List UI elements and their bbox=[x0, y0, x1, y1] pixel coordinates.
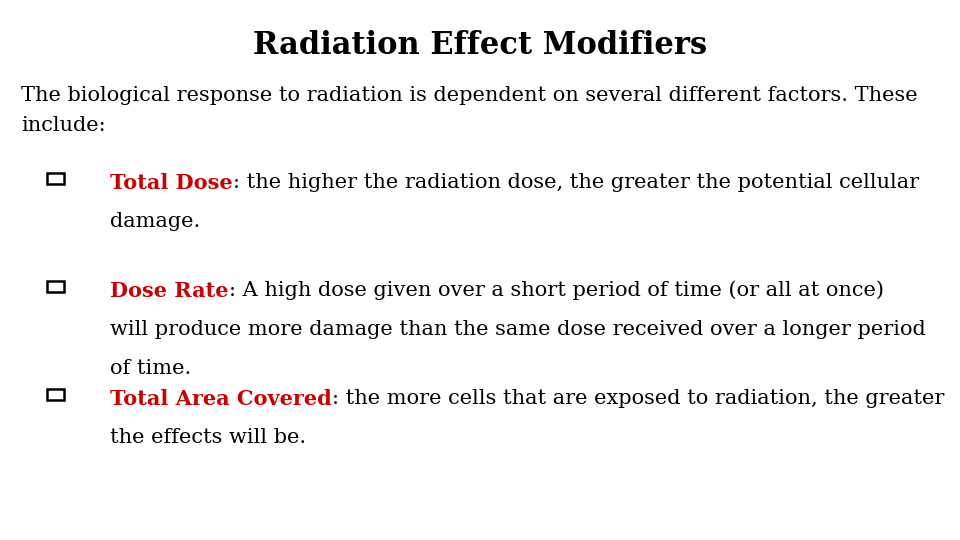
Text: : the more cells that are exposed to radiation, the greater: : the more cells that are exposed to rad… bbox=[332, 389, 945, 408]
Text: of time.: of time. bbox=[110, 359, 192, 377]
Text: will produce more damage than the same dose received over a longer period: will produce more damage than the same d… bbox=[110, 320, 926, 339]
Text: damage.: damage. bbox=[110, 212, 201, 231]
Text: Dose Rate: Dose Rate bbox=[110, 281, 228, 301]
Text: : the higher the radiation dose, the greater the potential cellular: : the higher the radiation dose, the gre… bbox=[233, 173, 919, 192]
Text: The biological response to radiation is dependent on several different factors. : The biological response to radiation is … bbox=[21, 86, 918, 105]
Text: Total Area Covered: Total Area Covered bbox=[110, 389, 332, 409]
Text: : A high dose given over a short period of time (or all at once): : A high dose given over a short period … bbox=[228, 281, 884, 300]
Text: Total Dose: Total Dose bbox=[110, 173, 233, 193]
Text: Radiation Effect Modifiers: Radiation Effect Modifiers bbox=[252, 30, 708, 60]
Text: the effects will be.: the effects will be. bbox=[110, 428, 306, 447]
FancyBboxPatch shape bbox=[47, 389, 64, 400]
FancyBboxPatch shape bbox=[47, 281, 64, 292]
FancyBboxPatch shape bbox=[47, 173, 64, 184]
Text: include:: include: bbox=[21, 116, 106, 134]
